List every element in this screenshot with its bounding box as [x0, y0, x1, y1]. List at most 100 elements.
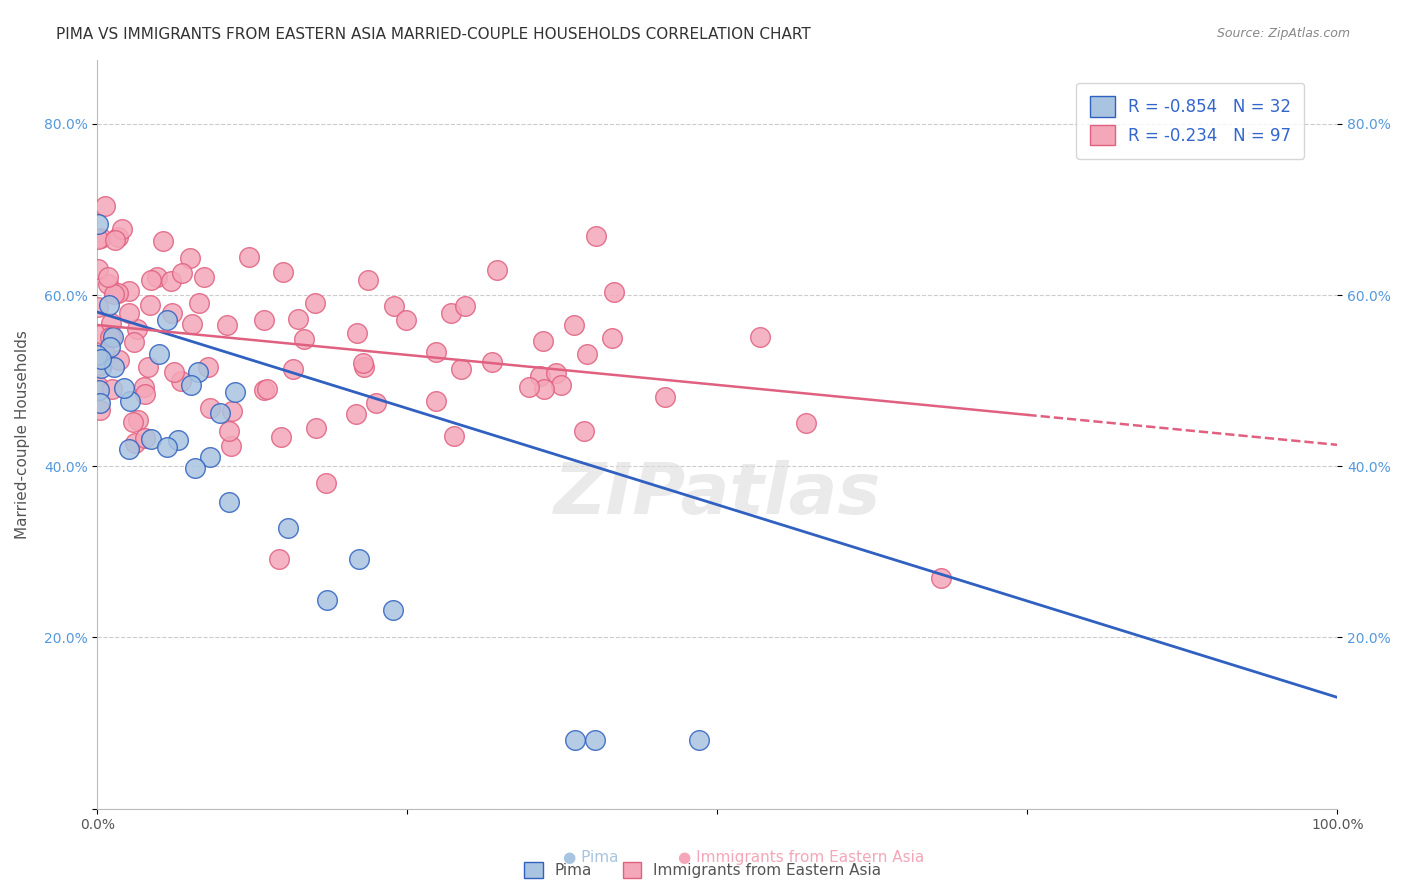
Point: [180, 377, 202, 392]
Point: [316, 593, 339, 607]
Point: [187, 365, 209, 379]
Text: ● Immigrants from Eastern Asia: ● Immigrants from Eastern Asia: [678, 850, 925, 865]
Point: [564, 733, 586, 747]
Point: [103, 287, 125, 301]
Point: [688, 733, 710, 747]
Point: [160, 306, 183, 320]
Point: [112, 380, 135, 394]
Point: [572, 424, 595, 438]
Point: [139, 298, 162, 312]
Point: [170, 374, 193, 388]
Point: [346, 326, 368, 340]
Legend: R = -0.854   N = 32, R = -0.234   N = 97: R = -0.854 N = 32, R = -0.234 N = 97: [1076, 83, 1305, 159]
Point: [238, 250, 260, 264]
Point: [86, 300, 108, 314]
Point: [353, 359, 375, 374]
Point: [209, 406, 232, 420]
Point: [550, 378, 572, 392]
Point: [179, 251, 201, 265]
Point: [87, 379, 110, 393]
Point: [118, 284, 141, 298]
Point: [107, 230, 129, 244]
Point: [103, 330, 125, 344]
Point: [200, 450, 222, 465]
Point: [315, 475, 337, 490]
Point: [156, 440, 179, 454]
Point: [86, 218, 108, 232]
Point: [253, 383, 276, 397]
Point: [188, 296, 211, 310]
Point: [118, 305, 141, 319]
Point: [134, 431, 156, 445]
Point: [450, 361, 472, 376]
Point: [218, 494, 240, 508]
Point: [148, 347, 170, 361]
Point: [121, 415, 143, 429]
Point: [170, 266, 193, 280]
Point: [127, 413, 149, 427]
Point: [107, 285, 129, 300]
Point: [425, 393, 447, 408]
Point: [86, 348, 108, 362]
Point: [107, 352, 129, 367]
Point: [381, 603, 404, 617]
Point: [86, 231, 108, 245]
Point: [166, 433, 188, 447]
Text: Source: ZipAtlas.com: Source: ZipAtlas.com: [1216, 27, 1350, 40]
Point: [139, 273, 162, 287]
Point: [181, 318, 204, 332]
Point: [283, 361, 305, 376]
Point: [529, 368, 551, 383]
Point: [395, 313, 418, 327]
Point: [517, 380, 540, 394]
Point: [90, 351, 112, 366]
Point: [98, 298, 121, 312]
Point: [159, 274, 181, 288]
Point: [87, 383, 110, 397]
Point: [287, 311, 309, 326]
Point: [267, 552, 290, 566]
Point: [256, 383, 278, 397]
Point: [101, 382, 124, 396]
Point: [533, 383, 555, 397]
Point: [277, 521, 299, 535]
Point: [127, 322, 149, 336]
Point: [89, 359, 111, 373]
Point: [156, 313, 179, 327]
Point: [544, 366, 567, 380]
Point: [98, 329, 121, 343]
Point: [197, 359, 219, 374]
Point: [104, 233, 127, 247]
Point: [481, 355, 503, 369]
Point: [118, 442, 141, 457]
Point: [562, 318, 585, 332]
Point: [221, 404, 243, 418]
Point: [224, 384, 246, 399]
Point: [585, 229, 607, 244]
Point: [100, 340, 122, 354]
Point: [111, 222, 134, 236]
Point: [94, 199, 117, 213]
Point: [929, 571, 952, 585]
Point: [292, 332, 315, 346]
Point: [163, 365, 186, 379]
Point: [218, 424, 240, 438]
Point: [352, 356, 374, 370]
Point: [90, 230, 112, 244]
Text: ● Pima: ● Pima: [562, 850, 619, 865]
Point: [89, 396, 111, 410]
Point: [100, 330, 122, 344]
Point: [215, 318, 238, 332]
Point: [382, 300, 405, 314]
Point: [603, 285, 626, 299]
Point: [93, 343, 115, 357]
Point: [200, 401, 222, 415]
Legend: Pima, Immigrants from Eastern Asia: Pima, Immigrants from Eastern Asia: [519, 856, 887, 884]
Point: [91, 326, 114, 341]
Point: [120, 393, 142, 408]
Text: PIMA VS IMMIGRANTS FROM EASTERN ASIA MARRIED-COUPLE HOUSEHOLDS CORRELATION CHART: PIMA VS IMMIGRANTS FROM EASTERN ASIA MAR…: [56, 27, 811, 42]
Point: [86, 262, 108, 277]
Point: [273, 265, 295, 279]
Point: [90, 361, 112, 376]
Point: [136, 360, 159, 375]
